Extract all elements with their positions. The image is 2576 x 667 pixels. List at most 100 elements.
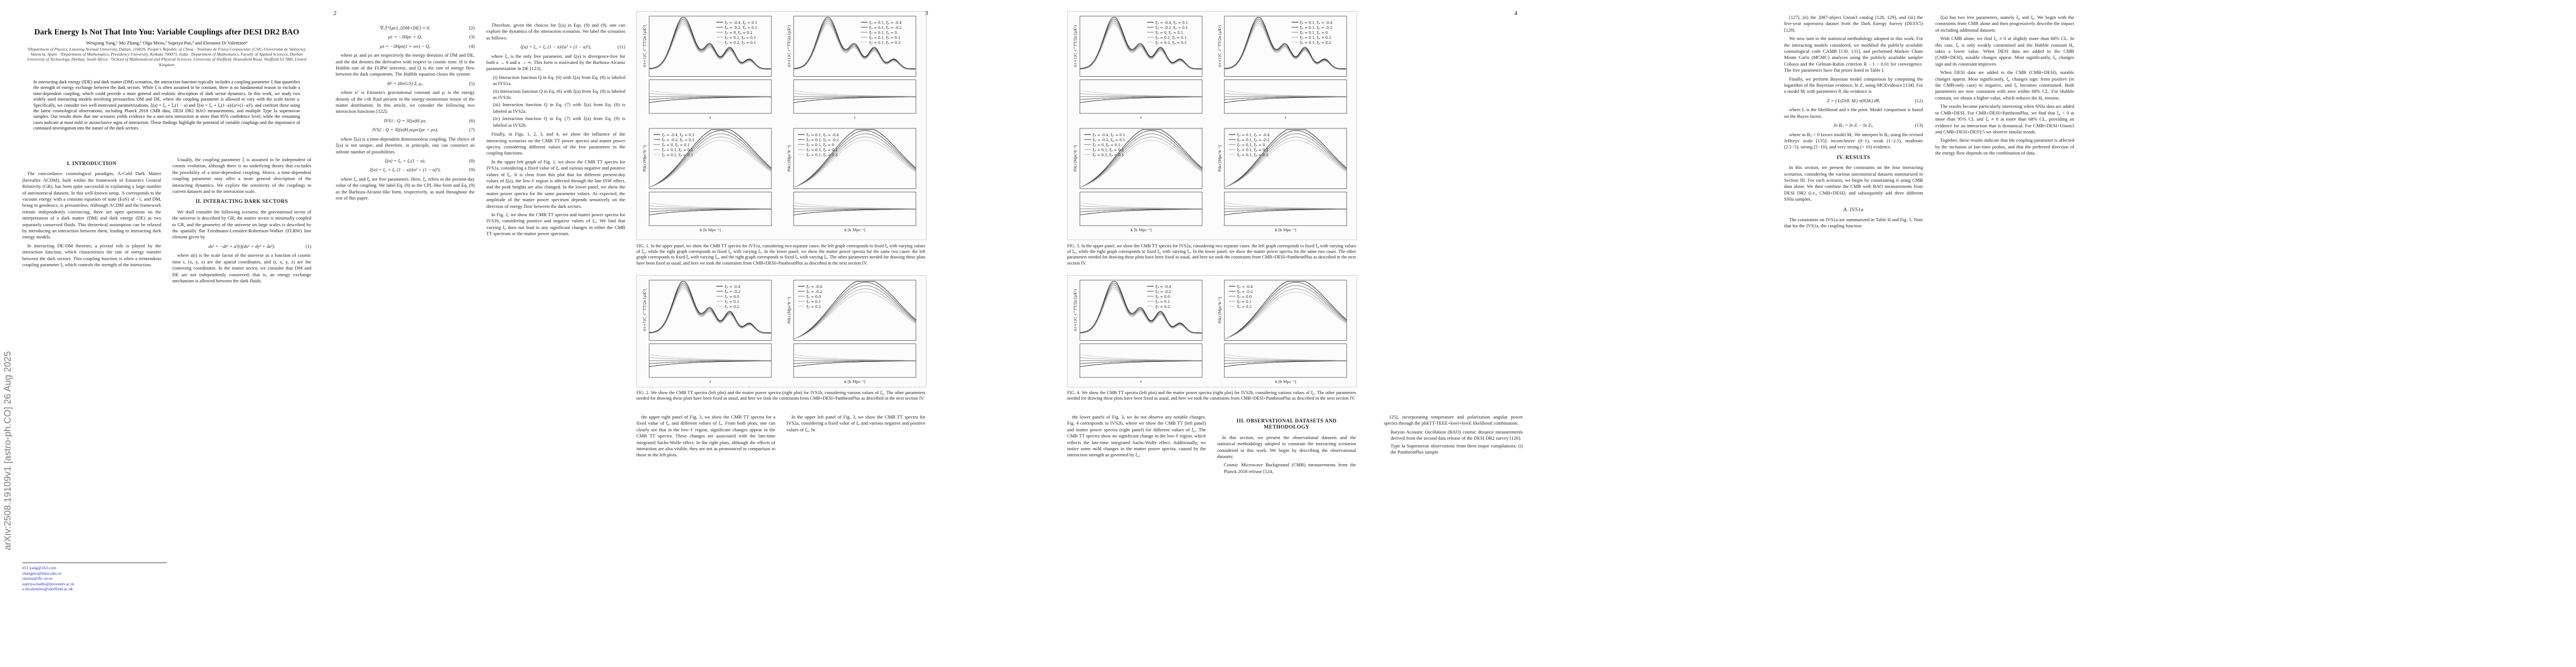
plot-panel: ξ₀ = 0.1, ξₐ = -0.4ξ₀ = 0.1, ξₐ = -0.2ξ₀… — [1218, 16, 1347, 120]
ratio-line — [1079, 360, 1202, 364]
ratio-line — [1224, 360, 1347, 367]
legend-label: ξ₀ = 0.1 — [1155, 300, 1170, 304]
ratio-line — [1079, 360, 1202, 367]
legend: ξ₀ = -0.4, ξₐ = 0.1ξ₀ = -0.2, ξₐ = 0.1ξ₀… — [1084, 133, 1125, 157]
legend-label: ξ₀ = -0.2, ξₐ = 0.1 — [662, 138, 694, 142]
legend-label: ξ₀ = 0.2, ξₐ = 0.1 — [1155, 41, 1187, 45]
series-line — [649, 285, 771, 334]
paragraph: where ξ(a) is a time-dependent dimension… — [336, 136, 475, 155]
footnote-email[interactable]: e.divalentino@sheffield.ac.uk — [22, 586, 73, 592]
legend-label: ξ₀ = 0.1, ξₐ = 0.1 — [1093, 148, 1124, 152]
paragraph: [127], (ii) the 2087-object Union3 catal… — [1784, 14, 1923, 33]
ratio-line — [793, 90, 916, 97]
series-line — [793, 140, 916, 188]
footnote-email[interactable]: omena@ific.uv.es — [22, 576, 53, 581]
ratio-line — [1224, 96, 1347, 103]
arxiv-stamp: arXiv:2508.19109v1 [astro-ph.CO] 26 Aug … — [2, 351, 13, 550]
legend-label: ξ₀ = 0.1, ξₐ = -0.4 — [869, 21, 901, 25]
legend-label: ξ₀ = 0.1, ξₐ = 0 — [806, 143, 834, 147]
series-line — [793, 291, 916, 340]
legend-label: ξ₀ = -0.2 — [725, 290, 740, 294]
page2-column-b: Therefore, given the choices for ξ(a) in… — [486, 22, 625, 240]
ratio-line — [1079, 354, 1202, 361]
series-line — [793, 24, 916, 70]
series-line — [793, 285, 916, 340]
plot-panel: ξ₀ = -0.4, ξₐ = 0.1ξ₀ = -0.2, ξₐ = 0.1ξ₀… — [642, 128, 772, 232]
legend-label: ξ₀ = 0.1, ξₐ = -0.4 — [806, 133, 839, 137]
legend-label: ξ₀ = 0.1, ξₐ = 0 — [869, 31, 897, 35]
list-item: (iv) Interaction function Q in Eq. (7) w… — [493, 116, 625, 128]
ratio-line — [1224, 357, 1347, 361]
series-line — [1079, 130, 1203, 188]
ratio-line — [649, 96, 771, 103]
series-line — [1224, 285, 1347, 340]
ratio-line — [1079, 205, 1202, 209]
ratio-line — [649, 205, 771, 209]
page3-column-c: 125], incorporating temperature and pola… — [1384, 414, 1523, 458]
figure-4: ξ₀ = -0.4 ξ₀ = -0.2 ξ₀ = 0.0 ξ₀ = 0.1 ξ₀ = 0… — [1067, 275, 1357, 387]
subsection-heading-ivs1a: A. IVS1a — [1843, 207, 1864, 213]
footnote-email[interactable]: d11.yang@163.com — [22, 565, 57, 570]
paragraph: In this section, we present the constrai… — [1784, 165, 1923, 202]
legend-label: ξ₀ = -0.4, ξₐ = 0.1 — [662, 133, 694, 137]
legend: ξ₀ = -0.4ξ₀ = -0.2ξ₀ = 0.0ξ₀ = 0.1ξ₀ = 0… — [716, 285, 740, 309]
paragraph: ξ(a) has two free parameters, namely ξ₀ … — [1935, 14, 2074, 33]
ratio-line — [1224, 202, 1347, 209]
legend-label: ξ₀ = -0.2 — [1155, 290, 1171, 294]
series-line — [1079, 17, 1202, 69]
legend-label: ξ₀ = 0.2, ξₐ = 0.1 — [1093, 153, 1124, 157]
legend-label: ξ₀ = 0.0 — [1237, 295, 1252, 299]
ratio-line — [1224, 208, 1347, 215]
legend-label: ξ₀ = 0.1 — [725, 300, 739, 304]
series-line — [793, 133, 916, 188]
ratio-line — [1079, 90, 1202, 97]
footnote-email[interactable]: zhangmo@lnnu.edu.cn — [22, 570, 62, 576]
page-3: ξ₀ = -0.4, ξₐ = 0.1 ξ₀ = -0.2, ξₐ = 0.1 ξ₀… — [1056, 0, 1778, 667]
x-axis-label: ℓ — [709, 116, 711, 120]
equation-1: ds² = −dt² + a²(t)(dx² + dy² + dz²), (1) — [208, 243, 311, 249]
ratio-line — [1079, 357, 1202, 361]
figure-4-caption: FIG. 4. We show the CMB TT spectra (left… — [1067, 390, 1356, 401]
page-number: 4 — [1514, 10, 1518, 17]
ratio-line — [793, 208, 916, 212]
figure-1-plot: ξ₀ = -0.4, ξₐ = 0.1ξ₀ = -0.2, ξₐ = 0.1 ξ₀… — [642, 16, 916, 232]
section-heading-datasets: III. OBSERVATIONAL DATASETS AND METHODOL… — [1236, 419, 1337, 431]
footnote-email[interactable]: supriya.maths@presiuniv.ac.in — [22, 581, 74, 586]
series-line — [649, 24, 771, 70]
series-line — [793, 282, 916, 340]
ratio-line — [649, 208, 771, 212]
series-line — [1224, 21, 1347, 69]
series-line — [1079, 140, 1203, 188]
series-line — [793, 281, 916, 340]
legend-label: ξ₀ = 0.1, ξₐ = -0.2 — [1300, 26, 1332, 30]
figure-4-plot: ξ₀ = -0.4ξ₀ = -0.2ξ₀ = 0.0ξ₀ = 0.1ξ₀ = 0… — [1073, 280, 1347, 384]
ratio-line — [649, 360, 771, 367]
legend-label: ξ₀ = 0.1, ξₐ = 0.1 — [1237, 148, 1268, 152]
plot-frame — [649, 280, 772, 341]
ratio-line — [649, 202, 771, 209]
equation-13: ln Bᵢⱼ = ln Zᵢ − ln Zⱼ, (13) — [1833, 122, 1923, 128]
plot-frame — [1079, 128, 1203, 189]
series-line — [793, 21, 916, 69]
legend-label: ξ₀ = -0.4 — [725, 285, 740, 289]
legend-label: ξ₀ = 0.1, ξₐ = -0.2 — [806, 138, 839, 142]
ratio-line — [1224, 208, 1347, 212]
equation-11: ξ(a) = ξ₀ + ξₐ (1 − a)/(a² + (1 − a)²),(… — [520, 44, 625, 50]
section-heading-introduction: I. INTRODUCTION — [67, 161, 117, 167]
y-axis-label: ℓ(ℓ+1)C_ℓ^TT/2π [μK²] — [642, 25, 647, 67]
paragraph: The concordance cosmological paradigm, Λ… — [22, 171, 161, 240]
scenario-list: (i) Interaction function Q in Eq. (6) wi… — [486, 74, 625, 128]
equation-9: ξ(a) = ξ₀ + ξₐ (1 − a)/(a² + (1 − a)²),(… — [370, 167, 475, 173]
plot-frame — [1079, 16, 1203, 77]
series-line — [649, 17, 771, 69]
paragraph: In Fig. 2, we show the CMB TT spectra an… — [486, 211, 625, 237]
series-line — [649, 21, 771, 69]
plot-panel: ξ₀ = -0.4, ξₐ = 0.1ξ₀ = -0.2, ξₐ = 0.1ξ₀… — [642, 16, 772, 120]
ratio-line — [649, 208, 771, 215]
legend-label: ξ₀ = 0.1, ξₐ = 0.2 — [1300, 41, 1331, 45]
series-line — [1224, 24, 1347, 70]
series-line — [793, 17, 916, 69]
legend-label: ξ₀ = -0.2, ξₐ = 0.1 — [1093, 138, 1125, 142]
series-line — [1079, 288, 1202, 334]
series-line — [1224, 130, 1347, 188]
